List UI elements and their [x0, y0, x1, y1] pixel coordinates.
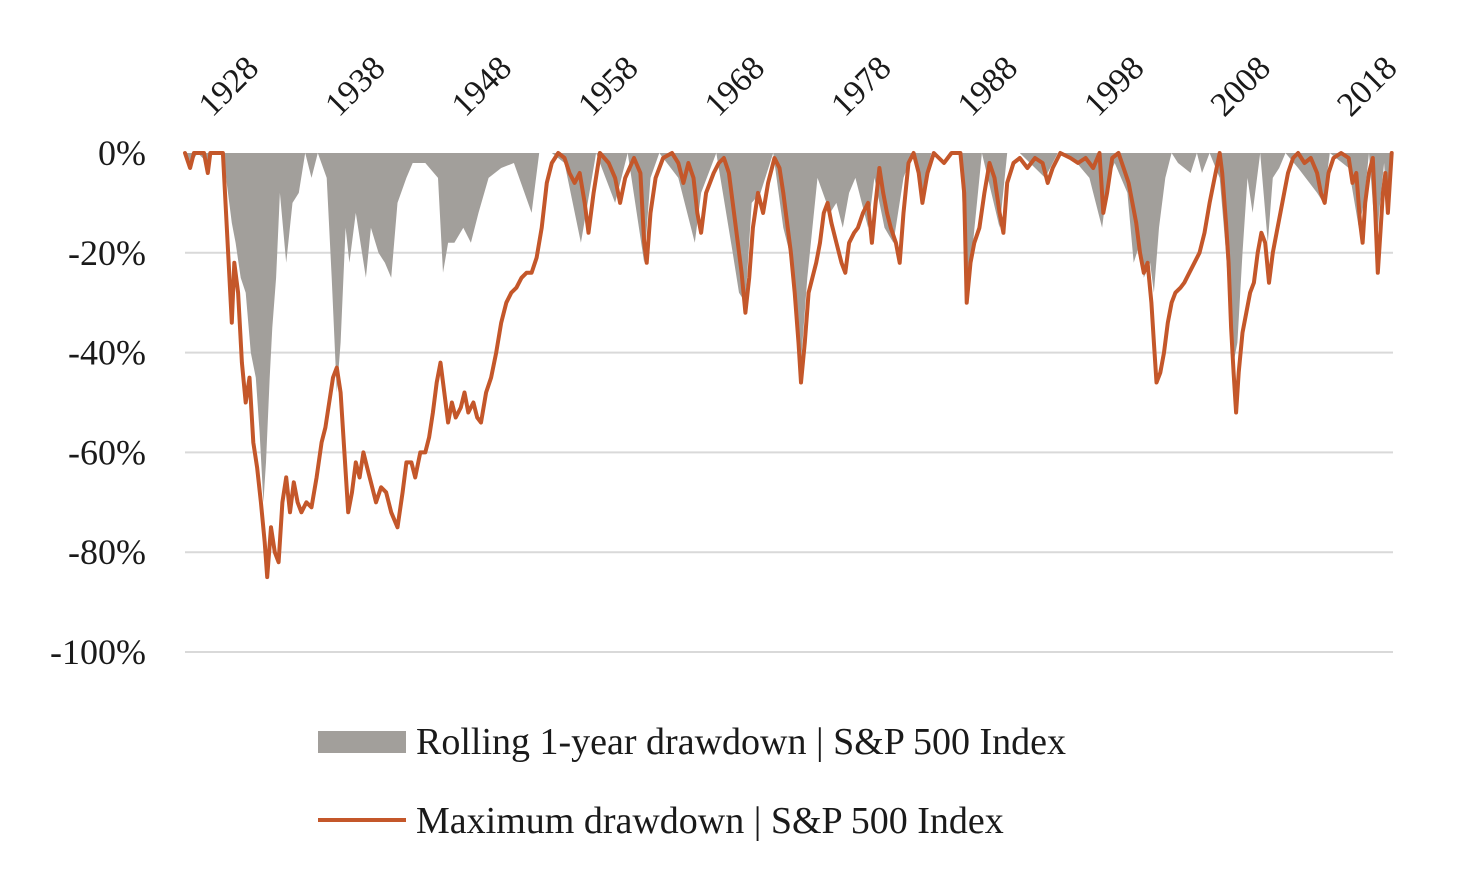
- y-axis-tick-labels: 0% -20% -40% -60% -80% -100%: [50, 133, 146, 672]
- x-axis-tick-labels: 1928 1938 1948 1958 1968 1978 1988 1998 2008 2018: [192, 49, 1405, 123]
- y-tick-label: -100%: [50, 632, 146, 672]
- legend-swatch-rolling: [318, 731, 406, 753]
- x-tick-label: 1978: [824, 49, 898, 123]
- y-tick-label: -60%: [68, 432, 146, 472]
- legend-label-max: Maximum drawdown | S&P 500 Index: [416, 800, 1004, 842]
- x-tick-label: 1988: [951, 49, 1025, 123]
- max-drawdown-line-layer: [183, 151, 1394, 580]
- y-tick-label: 0%: [98, 133, 146, 173]
- x-tick-label: 2008: [1204, 49, 1278, 123]
- x-tick-label: 2018: [1330, 49, 1404, 123]
- max-drawdown-line: [183, 151, 1394, 580]
- y-tick-label: -40%: [68, 333, 146, 373]
- grid-lines: [185, 251, 1393, 653]
- x-tick-label: 1948: [445, 49, 519, 123]
- x-tick-label: 1928: [192, 49, 266, 123]
- legend-label-rolling: Rolling 1-year drawdown | S&P 500 Index: [416, 721, 1066, 763]
- legend: Rolling 1-year drawdown | S&P 500 Index …: [318, 721, 1066, 842]
- x-tick-label: 1998: [1077, 49, 1151, 123]
- x-tick-label: 1938: [318, 49, 392, 123]
- x-tick-label: 1968: [698, 49, 772, 123]
- y-tick-label: -20%: [68, 233, 146, 273]
- x-tick-label: 1958: [571, 49, 645, 123]
- y-tick-label: -80%: [68, 532, 146, 572]
